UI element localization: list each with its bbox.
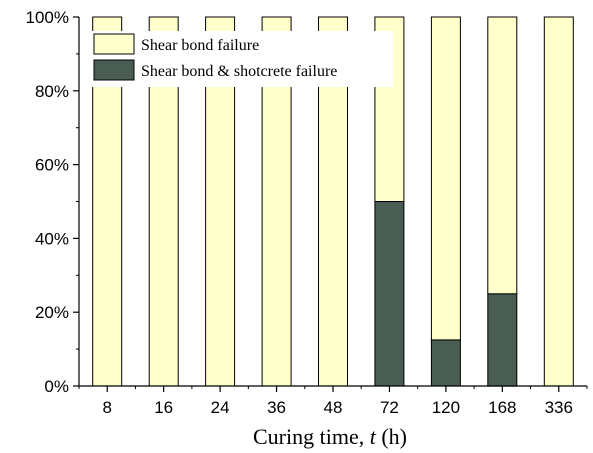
legend-label-shear-bond-shotcrete-failure: Shear bond & shotcrete failure	[141, 63, 337, 80]
y-tick-label: 60%	[35, 156, 69, 175]
bar-shear-bond-shotcrete-failure-120	[430, 339, 461, 387]
axes-group: 0% 20% 40% 60% 80% 100% 8 16 24 36 48 72 120 168 336	[26, 8, 588, 417]
x-tick-label: 336	[545, 398, 573, 417]
bar-shear-bond-shotcrete-failure-168	[487, 293, 518, 387]
x-axis-title-text: Curing time,	[253, 424, 370, 449]
bar-shear-bond-failure-120	[430, 16, 461, 341]
y-tick-label: 40%	[35, 229, 69, 248]
x-tick-label: 120	[432, 398, 460, 417]
x-tick-label: 8	[102, 398, 111, 417]
x-tick-label: 72	[380, 398, 399, 417]
x-tick-label: 16	[154, 398, 173, 417]
x-tick-label: 24	[211, 398, 230, 417]
bar-shear-bond-failure-336	[543, 16, 574, 387]
y-tick-label: 20%	[35, 303, 69, 322]
x-axis-title: Curing time, t (h)	[253, 424, 407, 449]
legend: Shear bond failure Shear bond & shotcrete…	[91, 31, 393, 87]
x-axis-title-variable: t	[370, 424, 377, 449]
y-tick-label: 80%	[35, 82, 69, 101]
y-tick-label: 100%	[26, 8, 69, 27]
x-tick-label: 36	[267, 398, 286, 417]
y-tick-label: 0%	[44, 377, 69, 396]
bar-shear-bond-shotcrete-failure-72	[374, 201, 405, 387]
x-axis-title-unit: (h)	[376, 424, 407, 449]
legend-background	[91, 31, 393, 87]
legend-swatch-shear-bond-failure	[93, 33, 135, 55]
legend-label-shear-bond-failure: Shear bond failure	[141, 37, 259, 54]
x-tick-label: 168	[488, 398, 516, 417]
bar-shear-bond-failure-168	[487, 16, 518, 295]
legend-swatch-shear-bond-shotcrete-failure	[93, 59, 135, 81]
x-tick-label: 48	[324, 398, 343, 417]
